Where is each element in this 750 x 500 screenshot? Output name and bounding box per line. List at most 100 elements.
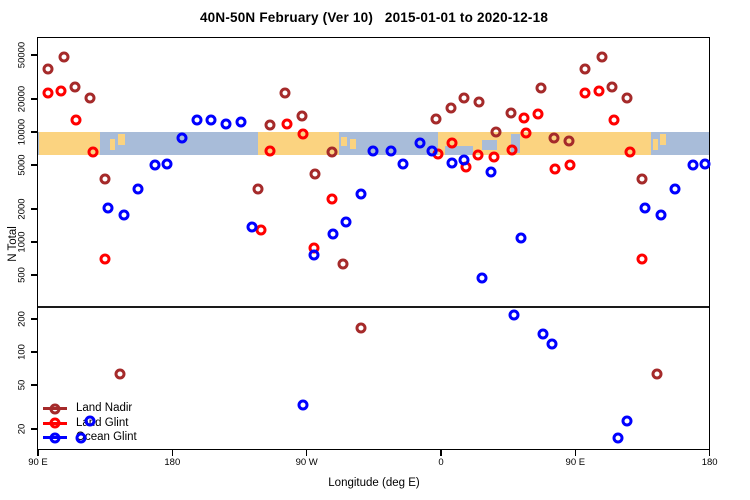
map-land-segment <box>350 139 357 149</box>
land-glint-point <box>549 163 561 175</box>
land-nadir-point <box>355 322 367 334</box>
land-glint-point <box>281 118 293 130</box>
x-tick-mark <box>440 450 442 456</box>
reference-line <box>38 306 709 308</box>
ocean-glint-point <box>669 183 681 195</box>
y-tick-label: 20 <box>16 423 28 435</box>
map-land-segment <box>341 136 348 147</box>
land-glint-point <box>70 114 82 126</box>
ocean-glint-point <box>485 166 497 178</box>
ocean-glint-point <box>476 272 488 284</box>
land-nadir-point <box>473 96 485 108</box>
map-land-segment <box>653 138 659 150</box>
land-glint-point <box>518 112 530 124</box>
land-nadir-point <box>58 51 70 63</box>
x-tick-mark <box>708 450 711 456</box>
ocean-glint-point <box>639 202 651 214</box>
ocean-glint-point <box>246 221 258 233</box>
ocean-glint-point <box>508 309 520 321</box>
map-ocean-segment <box>444 145 474 155</box>
land-glint-point <box>326 193 338 205</box>
y-tick-mark <box>31 241 37 243</box>
land-glint-point <box>636 253 648 265</box>
ocean-glint-point <box>655 209 667 221</box>
latitude-map-band <box>38 132 709 155</box>
land-glint-point <box>264 145 276 157</box>
land-nadir-point <box>430 113 442 125</box>
ocean-glint-point <box>537 328 549 340</box>
land-glint-point <box>488 151 500 163</box>
land-glint-point <box>55 85 67 97</box>
legend-label: Land Nadir <box>76 402 133 414</box>
y-tick-mark <box>31 318 37 320</box>
map-ocean-segment <box>481 140 498 150</box>
ocean-glint-point <box>161 158 173 170</box>
ocean-glint-point <box>308 249 320 261</box>
y-tick-label: 5000 <box>16 154 28 176</box>
land-nadir-point <box>636 173 648 185</box>
land-nadir-point <box>42 63 54 75</box>
y-tick-mark <box>31 384 37 386</box>
ocean-glint-point <box>176 132 188 144</box>
land-nadir-point <box>651 368 663 380</box>
land-nadir-point <box>309 168 321 180</box>
x-tick-label: 0 <box>438 457 444 468</box>
y-tick-label: 2000 <box>16 198 28 220</box>
legend: Land Nadir Land Glint Ocean Glint <box>43 401 193 445</box>
map-land-segment <box>39 132 101 155</box>
land-glint-point <box>579 87 591 99</box>
land-glint-point <box>520 127 532 139</box>
x-tick-mark <box>574 450 577 456</box>
x-tick-label: 180 <box>164 457 181 468</box>
x-axis-label: Longitude (deg E) <box>328 477 420 489</box>
ocean-glint-point <box>149 159 161 171</box>
ocean-glint-point <box>367 145 379 157</box>
map-land-segment <box>109 138 116 150</box>
land-nadir-point <box>326 146 338 158</box>
land-nadir-point <box>99 173 111 185</box>
ocean-glint-point <box>426 145 438 157</box>
y-tick-label: 20000 <box>16 85 28 113</box>
ocean-glint-point <box>75 432 87 444</box>
land-nadir-point <box>296 110 308 122</box>
x-tick-label: 90 W <box>295 457 318 468</box>
land-nadir-point <box>548 132 560 144</box>
plot-area: Land Nadir Land Glint Ocean Glint <box>37 37 711 450</box>
land-glint-point <box>472 149 484 161</box>
ocean-glint-point <box>414 137 426 149</box>
ocean-glint-point <box>191 114 203 126</box>
land-glint-point <box>42 87 54 99</box>
land-glint-point <box>87 146 99 158</box>
land-glint-point <box>532 108 544 120</box>
y-tick-mark <box>31 164 37 166</box>
land-nadir-point <box>445 102 457 114</box>
y-tick-label: 10000 <box>16 118 28 146</box>
map-land-segment <box>659 134 666 145</box>
land-nadir-point <box>84 92 96 104</box>
land-nadir-point <box>535 82 546 94</box>
land-nadir-point <box>337 258 349 270</box>
land-nadir-point <box>264 119 276 131</box>
x-tick-mark <box>37 450 39 456</box>
ocean-glint-point <box>687 159 699 171</box>
y-tick-mark <box>31 351 37 353</box>
ocean-glint-point <box>132 183 143 195</box>
ocean-glint-marker-icon <box>49 432 61 443</box>
land-glint-point <box>608 114 620 126</box>
y-tick-mark <box>31 54 37 56</box>
ocean-glint-point <box>118 209 130 221</box>
land-glint-point <box>99 253 111 265</box>
land-glint-point <box>446 137 458 149</box>
y-tick-label: 50000 <box>16 41 28 69</box>
land-nadir-point <box>505 107 517 119</box>
land-nadir-point <box>458 92 470 104</box>
land-nadir-point <box>69 81 81 93</box>
land-glint-point <box>624 146 636 158</box>
legend-label: Ocean Glint <box>76 431 137 443</box>
y-tick-label: 50 <box>16 379 28 391</box>
y-tick-label: 200 <box>16 310 28 327</box>
y-tick-mark <box>31 131 37 133</box>
y-tick-label: 100 <box>16 344 28 360</box>
y-tick-mark <box>31 428 37 430</box>
